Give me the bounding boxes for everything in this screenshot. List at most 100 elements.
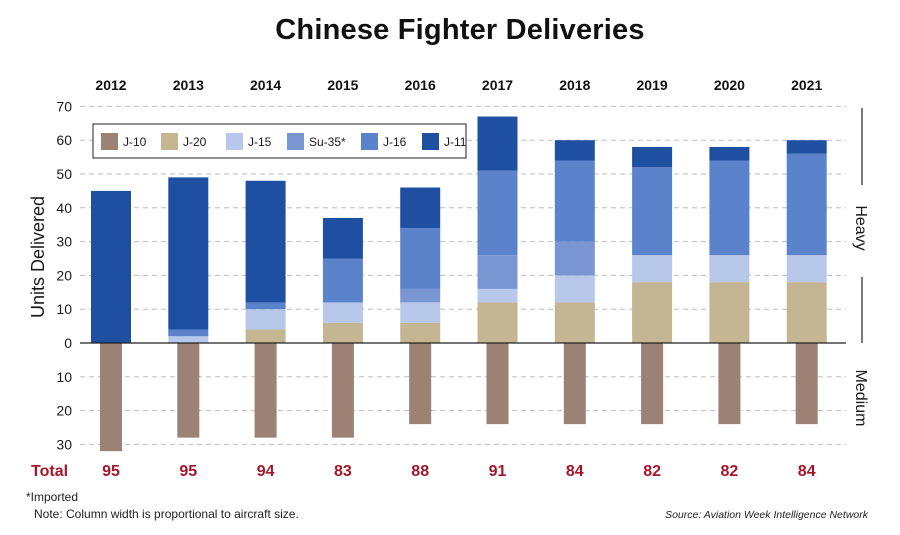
total-value-2015: 83: [334, 463, 352, 480]
total-value-2012: 95: [102, 463, 120, 480]
y-tick-up-70: 70: [56, 98, 72, 114]
legend-label-J-20: J-20: [183, 135, 207, 149]
bar-J-16-2018: [554, 160, 595, 242]
bar-J-15-2020: [709, 255, 750, 283]
y-tick-up-60: 60: [56, 132, 72, 148]
column-width-note: Note: Column width is proportional to ai…: [34, 507, 299, 521]
legend-swatch-Su-35: [287, 133, 304, 150]
total-value-2017: 91: [489, 463, 507, 480]
bar-J-11-2016: [400, 187, 441, 229]
medium-section-label: Medium: [852, 370, 869, 427]
bar-J-10-2015: [331, 343, 354, 438]
bar-J-11-2012: [91, 190, 131, 343]
bar-J-10-2012: [100, 343, 122, 452]
bar-J-11-2017: [477, 116, 518, 171]
bar-J-10-2016: [409, 343, 432, 425]
y-tick-up-10: 10: [56, 301, 72, 317]
total-value-2021: 84: [798, 463, 816, 480]
year-label-2020: 2020: [714, 77, 745, 93]
bar-J-20-2017: [477, 302, 518, 343]
bar-J-10-2017: [486, 343, 509, 425]
bar-J-10-2013: [177, 343, 200, 438]
legend-label-J-11: J-11: [444, 135, 467, 149]
total-value-2013: 95: [179, 463, 197, 480]
bar-J-15-2016: [400, 302, 441, 323]
year-label-2012: 2012: [95, 77, 126, 93]
bar-Su-35-2017: [477, 255, 518, 289]
total-value-2018: 84: [566, 463, 584, 480]
bar-J-15-2013: [168, 336, 209, 343]
bar-J-16-2017: [477, 170, 518, 256]
year-label-2017: 2017: [482, 77, 513, 93]
legend-label-Su-35: Su-35*: [309, 135, 346, 149]
bar-J-16-2014: [245, 302, 286, 310]
legend-label-J-10: J-10: [123, 135, 147, 149]
bar-J-11-2019: [632, 146, 673, 168]
y-tick-down-10: 10: [56, 369, 72, 385]
bar-J-10-2014: [254, 343, 277, 438]
y-tick-up-20: 20: [56, 267, 72, 283]
y-tick-up-0: 0: [64, 335, 72, 351]
bar-J-11-2015: [322, 217, 363, 259]
bar-J-20-2014: [245, 329, 286, 343]
bar-J-10-2018: [563, 343, 586, 425]
legend-swatch-J-20: [161, 133, 178, 150]
bar-J-11-2014: [245, 180, 286, 303]
legend-swatch-J-15: [226, 133, 243, 150]
heavy-section-label: Heavy: [852, 205, 869, 250]
bar-J-15-2014: [245, 309, 286, 330]
bar-J-11-2018: [554, 140, 595, 161]
total-value-2014: 94: [257, 463, 275, 480]
bar-J-20-2018: [554, 302, 595, 343]
legend-label-J-16: J-16: [383, 135, 407, 149]
year-label-2019: 2019: [637, 77, 668, 93]
bar-J-11-2021: [786, 140, 827, 154]
bar-J-15-2015: [322, 302, 363, 323]
bar-J-20-2019: [632, 282, 673, 343]
bar-J-16-2019: [632, 167, 673, 256]
chart-title: Chinese Fighter Deliveries: [275, 14, 645, 46]
bar-Su-35-2016: [400, 288, 441, 303]
bar-J-10-2020: [718, 343, 741, 425]
y-tick-up-40: 40: [56, 200, 72, 216]
bar-J-15-2017: [477, 288, 518, 303]
y-tick-up-30: 30: [56, 234, 72, 250]
source-credit: Source: Aviation Week Intelligence Netwo…: [665, 509, 868, 521]
bar-J-15-2018: [554, 275, 595, 303]
bar-J-16-2016: [400, 228, 441, 289]
imported-footnote: *Imported: [26, 490, 79, 504]
legend-swatch-J-10: [101, 133, 118, 150]
total-value-2016: 88: [411, 463, 429, 480]
bar-J-20-2016: [400, 322, 441, 343]
total-value-2020: 82: [721, 463, 739, 480]
total-value-2019: 82: [643, 463, 661, 480]
total-row-label: Total: [31, 463, 68, 480]
bar-J-16-2020: [709, 160, 750, 256]
bar-J-10-2021: [795, 343, 818, 425]
year-label-2013: 2013: [173, 77, 204, 93]
y-tick-down-30: 30: [56, 436, 72, 452]
year-label-2015: 2015: [327, 77, 358, 93]
bar-J-10-2019: [641, 343, 664, 425]
bar-Su-35-2018: [554, 241, 595, 276]
bar-J-20-2021: [786, 282, 827, 343]
legend-swatch-J-16: [361, 133, 378, 150]
bar-J-15-2021: [786, 255, 827, 283]
bar-J-11-2020: [709, 146, 750, 161]
bar-J-16-2021: [786, 153, 827, 256]
y-tick-up-50: 50: [56, 166, 72, 182]
bar-J-16-2013: [168, 329, 209, 337]
bar-J-15-2019: [632, 255, 673, 283]
y-axis-label: Units Delivered: [28, 196, 48, 318]
bar-J-20-2020: [709, 282, 750, 343]
year-label-2018: 2018: [559, 77, 590, 93]
bar-J-11-2013: [168, 177, 209, 330]
bar-J-16-2015: [322, 258, 363, 303]
year-label-2016: 2016: [405, 77, 436, 93]
year-label-2014: 2014: [250, 77, 281, 93]
bar-J-20-2015: [322, 322, 363, 343]
legend-box: [92, 123, 467, 159]
legend-label-J-15: J-15: [248, 135, 272, 149]
legend-swatch-J-11: [422, 133, 439, 150]
